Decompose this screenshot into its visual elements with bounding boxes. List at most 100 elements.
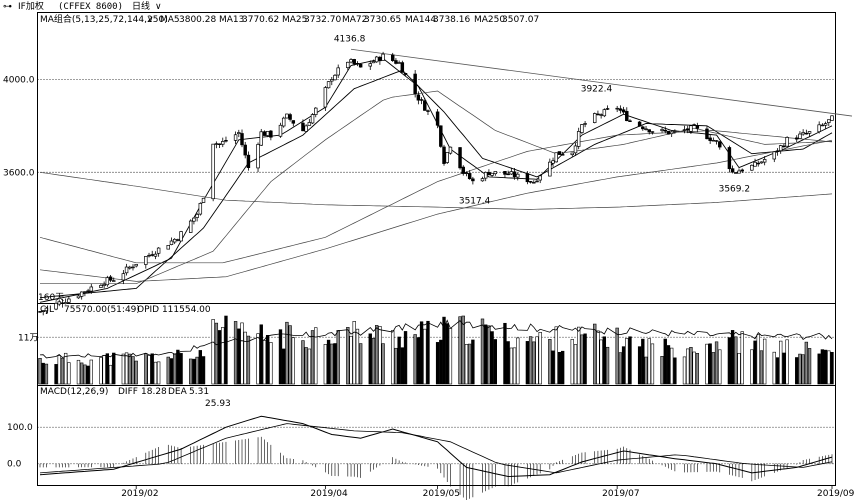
candle[interactable]: [625, 111, 629, 122]
candle[interactable]: [798, 133, 802, 139]
candle[interactable]: [666, 130, 671, 135]
volume-bar[interactable]: [285, 321, 289, 385]
candle[interactable]: [224, 140, 228, 142]
candle[interactable]: [817, 124, 821, 133]
volume-bar[interactable]: [169, 358, 174, 385]
candle[interactable]: [621, 109, 626, 113]
volume-bar[interactable]: [44, 363, 49, 385]
candle[interactable]: [102, 284, 106, 286]
volume-bar[interactable]: [509, 347, 514, 385]
candle[interactable]: [211, 143, 215, 200]
volume-bar[interactable]: [772, 351, 776, 385]
volume-bar[interactable]: [195, 356, 199, 385]
candle[interactable]: [394, 60, 398, 64]
volume-bar[interactable]: [644, 356, 648, 385]
volume-bar[interactable]: [445, 323, 449, 385]
trend-line[interactable]: [350, 48, 853, 117]
candle[interactable]: [827, 119, 831, 123]
candle[interactable]: [179, 231, 183, 242]
volume-bar[interactable]: [131, 356, 135, 385]
candle[interactable]: [554, 152, 558, 163]
volume-bar[interactable]: [86, 365, 90, 385]
candle[interactable]: [762, 159, 767, 163]
volume-bar[interactable]: [689, 346, 693, 385]
candle[interactable]: [333, 74, 337, 81]
volume-bar[interactable]: [650, 343, 655, 385]
candle[interactable]: [650, 131, 655, 133]
volume-bar[interactable]: [621, 346, 626, 385]
volume-bar[interactable]: [105, 353, 110, 385]
candle[interactable]: [737, 170, 741, 174]
volume-bar[interactable]: [76, 359, 81, 385]
candle[interactable]: [647, 129, 651, 133]
candle[interactable]: [57, 301, 61, 305]
volume-bar[interactable]: [336, 330, 340, 385]
volume-bar[interactable]: [493, 339, 497, 385]
volume-bar[interactable]: [262, 340, 267, 385]
ma-line-ma5[interactable]: [39, 58, 833, 303]
macd-panel[interactable]: [37, 385, 836, 486]
volume-bar[interactable]: [346, 327, 350, 385]
volume-bar[interactable]: [548, 339, 552, 385]
volume-bar[interactable]: [599, 339, 603, 385]
candle[interactable]: [730, 168, 735, 173]
candle[interactable]: [525, 173, 530, 183]
candle[interactable]: [807, 131, 812, 134]
volume-bar[interactable]: [323, 344, 328, 385]
candle[interactable]: [371, 61, 376, 64]
candle[interactable]: [166, 245, 170, 250]
candle[interactable]: [108, 276, 113, 281]
volume-bar[interactable]: [147, 355, 151, 385]
volume-bar[interactable]: [41, 362, 45, 385]
candle[interactable]: [727, 147, 732, 170]
volume-bar[interactable]: [708, 343, 712, 385]
volume-bar[interactable]: [256, 333, 260, 385]
volume-bar[interactable]: [112, 352, 116, 385]
volume-bar[interactable]: [673, 357, 677, 385]
candle[interactable]: [628, 120, 632, 122]
volume-bar[interactable]: [314, 327, 318, 385]
volume-bar[interactable]: [718, 349, 722, 385]
volume-bar[interactable]: [439, 339, 443, 385]
candle[interactable]: [44, 307, 49, 312]
candle[interactable]: [423, 100, 427, 111]
candle[interactable]: [310, 114, 315, 124]
ma-line-ma25[interactable]: [40, 90, 833, 285]
volume-bar[interactable]: [89, 359, 93, 385]
candle[interactable]: [705, 128, 709, 140]
volume-bar[interactable]: [368, 333, 372, 385]
volume-bar[interactable]: [714, 341, 719, 385]
volume-bar[interactable]: [278, 329, 283, 385]
volume-bar[interactable]: [144, 353, 148, 385]
candle[interactable]: [538, 175, 542, 181]
candle[interactable]: [169, 240, 174, 245]
candle[interactable]: [583, 123, 587, 125]
volume-bar[interactable]: [355, 328, 360, 385]
candle[interactable]: [439, 125, 443, 147]
candle[interactable]: [448, 146, 453, 154]
candle[interactable]: [599, 114, 603, 116]
volume-bar[interactable]: [823, 349, 828, 385]
volume-bar[interactable]: [490, 331, 494, 385]
volume-bar[interactable]: [660, 356, 664, 385]
volume-bar[interactable]: [666, 345, 671, 385]
candle[interactable]: [201, 197, 206, 203]
candle[interactable]: [336, 67, 340, 76]
candle[interactable]: [823, 123, 828, 126]
candle[interactable]: [592, 113, 597, 123]
volume-bar[interactable]: [371, 337, 376, 385]
volume-bar[interactable]: [775, 357, 780, 385]
candle[interactable]: [772, 151, 777, 160]
candle[interactable]: [794, 137, 799, 140]
volume-bar[interactable]: [416, 337, 421, 385]
volume-bar[interactable]: [759, 350, 764, 385]
volume-bar[interactable]: [435, 342, 440, 385]
volume-bar[interactable]: [375, 325, 379, 385]
volume-bar[interactable]: [512, 347, 517, 385]
candle[interactable]: [685, 128, 690, 131]
volume-bar[interactable]: [156, 361, 161, 385]
volume-bar[interactable]: [63, 352, 68, 385]
volume-bar[interactable]: [740, 331, 744, 385]
volume-bar[interactable]: [734, 336, 738, 385]
volume-bar[interactable]: [480, 318, 485, 385]
